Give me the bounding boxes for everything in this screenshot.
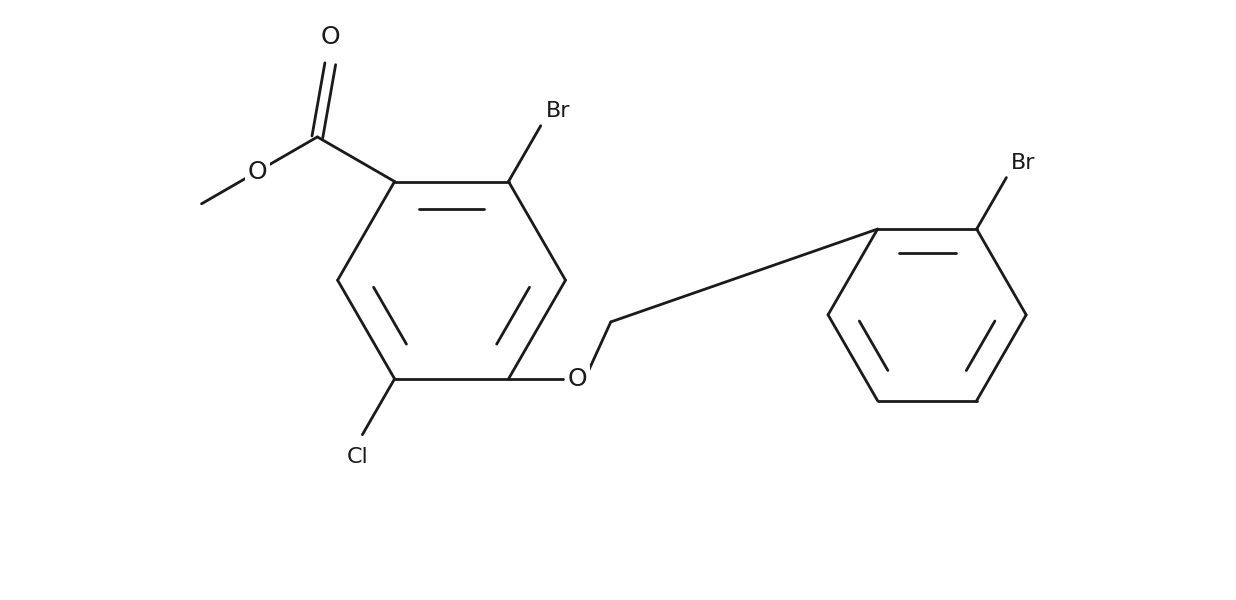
- Text: Br: Br: [545, 101, 570, 121]
- Text: O: O: [569, 367, 587, 391]
- Text: O: O: [320, 25, 340, 49]
- Text: Cl: Cl: [346, 446, 368, 467]
- Text: Br: Br: [1011, 152, 1036, 173]
- Text: O: O: [247, 160, 267, 184]
